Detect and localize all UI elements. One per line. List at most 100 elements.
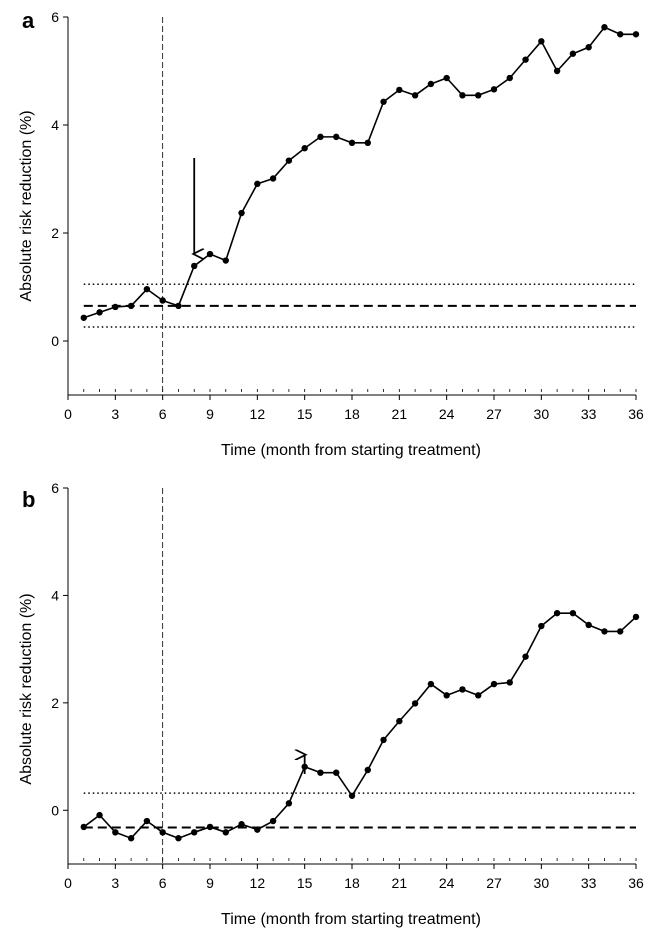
data-point-b bbox=[475, 692, 482, 699]
x-tick-label-a: 18 bbox=[344, 406, 360, 422]
data-point-b bbox=[348, 792, 356, 799]
x-tick-label-b: 33 bbox=[581, 875, 597, 891]
x-tick-label-b: 15 bbox=[297, 875, 313, 891]
data-point-a bbox=[522, 56, 529, 63]
data-point-a bbox=[333, 133, 340, 141]
data-point-b bbox=[96, 811, 103, 819]
data-point-a bbox=[127, 302, 135, 310]
data-point-a bbox=[364, 139, 371, 147]
data-point-a bbox=[443, 74, 450, 82]
x-axis-label-a: Time (month from starting treatment) bbox=[221, 442, 481, 459]
x-tick-label-b: 0 bbox=[64, 875, 72, 891]
x-tick-label-a: 0 bbox=[64, 406, 72, 422]
x-tick-label-a: 36 bbox=[628, 406, 644, 422]
data-point-a bbox=[269, 175, 277, 182]
data-point-b bbox=[333, 769, 340, 776]
x-tick-label-a: 30 bbox=[534, 406, 550, 422]
data-point-b bbox=[317, 769, 324, 776]
data-point-b bbox=[411, 700, 419, 707]
data-point-b bbox=[522, 653, 529, 660]
data-point-a bbox=[506, 74, 513, 82]
data-point-b bbox=[127, 835, 135, 842]
data-point-b bbox=[191, 829, 198, 836]
data-point-b bbox=[617, 628, 624, 635]
y-tick-label-a: 2 bbox=[51, 225, 59, 241]
data-point-b bbox=[396, 717, 403, 725]
y-tick-label-b: 6 bbox=[51, 480, 59, 496]
y-tick-label-a: 4 bbox=[51, 117, 59, 133]
x-tick-label-b: 6 bbox=[159, 875, 167, 891]
data-point-b bbox=[380, 736, 387, 744]
data-point-b bbox=[632, 613, 640, 621]
data-point-b bbox=[112, 829, 119, 836]
data-point-a bbox=[569, 50, 577, 57]
y-tick-label-a: 6 bbox=[51, 9, 59, 25]
data-point-a bbox=[553, 67, 561, 75]
chart-panel-a: a Absolute risk reduction (%) Time (mont… bbox=[18, 8, 644, 459]
y-axis-label-a: Absolute risk reduction (%) bbox=[18, 110, 35, 301]
x-tick-label-a: 24 bbox=[439, 406, 455, 422]
data-point-b bbox=[364, 766, 371, 774]
data-point-a bbox=[380, 98, 387, 105]
data-point-b bbox=[269, 817, 277, 825]
data-point-b bbox=[585, 621, 592, 629]
data-point-a bbox=[254, 180, 261, 188]
data-point-b bbox=[459, 686, 466, 693]
data-point-a bbox=[191, 262, 198, 270]
data-point-b bbox=[206, 823, 214, 831]
y-tick-label-b: 0 bbox=[51, 802, 59, 818]
data-point-a bbox=[317, 133, 324, 141]
data-point-a bbox=[427, 80, 435, 88]
data-point-b bbox=[553, 609, 561, 617]
data-point-b bbox=[159, 829, 166, 836]
data-point-b bbox=[601, 628, 608, 635]
x-axis-label-b: Time (month from starting treatment) bbox=[221, 911, 481, 928]
data-point-b bbox=[443, 692, 450, 699]
panel-label-a: a bbox=[22, 8, 35, 33]
data-point-a bbox=[112, 303, 119, 311]
data-point-a bbox=[206, 250, 214, 258]
data-point-b bbox=[569, 609, 577, 617]
y-tick-label-b: 4 bbox=[51, 587, 59, 603]
data-point-a bbox=[538, 38, 545, 45]
x-tick-label-b: 9 bbox=[206, 875, 214, 891]
x-tick-label-a: 6 bbox=[159, 406, 167, 422]
x-tick-label-b: 27 bbox=[486, 875, 502, 891]
x-tick-label-a: 3 bbox=[111, 406, 119, 422]
data-point-a bbox=[585, 44, 592, 51]
data-point-a bbox=[411, 92, 419, 99]
x-tick-label-b: 3 bbox=[111, 875, 119, 891]
y-axis-label-b: Absolute risk reduction (%) bbox=[18, 593, 35, 784]
x-tick-label-a: 33 bbox=[581, 406, 597, 422]
panel-label-b: b bbox=[22, 487, 35, 512]
data-point-b bbox=[427, 680, 435, 688]
data-point-a bbox=[632, 31, 640, 38]
y-tick-label-a: 0 bbox=[51, 333, 59, 349]
series-line-a bbox=[83, 26, 636, 319]
x-tick-label-b: 18 bbox=[344, 875, 360, 891]
data-point-a bbox=[617, 31, 624, 38]
data-point-b bbox=[222, 829, 229, 836]
data-point-a bbox=[490, 86, 498, 93]
y-tick-label-b: 2 bbox=[51, 695, 59, 711]
x-tick-label-a: 27 bbox=[486, 406, 502, 422]
data-point-a bbox=[96, 309, 103, 316]
x-tick-label-a: 15 bbox=[297, 406, 313, 422]
x-tick-label-b: 21 bbox=[392, 875, 408, 891]
data-point-a bbox=[159, 297, 166, 304]
data-point-a bbox=[348, 139, 356, 147]
x-tick-label-a: 9 bbox=[206, 406, 214, 422]
data-point-b bbox=[538, 622, 545, 630]
data-point-a bbox=[143, 285, 151, 293]
data-point-b bbox=[175, 835, 182, 842]
data-point-b bbox=[506, 679, 513, 686]
data-point-a bbox=[601, 24, 608, 31]
data-point-a bbox=[175, 302, 182, 310]
x-tick-label-b: 24 bbox=[439, 875, 455, 891]
data-point-b bbox=[238, 821, 245, 828]
data-point-a bbox=[396, 86, 403, 94]
data-point-a bbox=[222, 257, 229, 264]
